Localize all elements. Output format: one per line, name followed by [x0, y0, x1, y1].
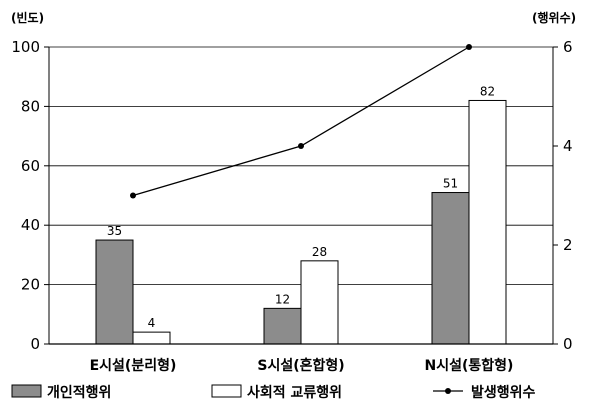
line-point	[466, 44, 472, 50]
data-label: 82	[480, 84, 495, 98]
category-labels: E시설(분리형) S시설(혼합형) N시설(통합형)	[90, 357, 514, 374]
left-tick-label: 20	[21, 276, 40, 294]
category-label: N시설(통합형)	[425, 357, 514, 374]
right-tick-label: 6	[563, 38, 573, 56]
data-labels: 35 4 12 28 51 82	[107, 84, 495, 330]
category-label: S시설(혼합형)	[257, 357, 344, 374]
right-tick-label: 4	[563, 137, 573, 155]
left-tick-label: 0	[30, 335, 40, 353]
line-path	[132, 46, 470, 197]
legend-label: 사회적 교류행위	[247, 384, 342, 401]
bars	[95, 99, 507, 345]
right-tick-label: 0	[563, 335, 573, 353]
category-label: E시설(분리형)	[90, 357, 177, 374]
bar	[95, 239, 134, 345]
line-series	[130, 44, 472, 199]
data-label: 4	[148, 316, 156, 330]
data-label: 51	[443, 177, 458, 191]
bar	[300, 260, 339, 345]
right-tick-label: 2	[563, 236, 573, 254]
line-point	[130, 192, 136, 199]
legend-marker	[445, 388, 451, 394]
left-axis-unit: (빈도)	[11, 10, 44, 25]
right-axis-unit: (행위수)	[532, 10, 576, 25]
data-label: 28	[312, 245, 327, 259]
legend-swatch	[211, 384, 242, 398]
bar	[468, 99, 507, 345]
legend-label: 개인적행위	[47, 384, 111, 401]
data-label: 35	[107, 224, 122, 238]
legend-label: 발생행위수	[471, 384, 536, 401]
data-label: 12	[275, 292, 290, 306]
left-tick-label: 80	[21, 97, 40, 115]
left-tick-label: 60	[21, 157, 40, 175]
left-tick-label: 100	[11, 38, 40, 56]
bar	[431, 192, 470, 345]
line-point	[298, 143, 304, 149]
legend: 개인적행위 사회적 교류행위 발생행위수	[11, 384, 536, 401]
legend-swatch	[11, 384, 42, 398]
axes	[48, 47, 554, 345]
left-tick-label: 40	[21, 216, 40, 234]
bar	[132, 331, 171, 345]
tick-labels: 0 20 40 60 80 100 0 2 4 6	[11, 38, 572, 353]
bar	[263, 307, 302, 345]
